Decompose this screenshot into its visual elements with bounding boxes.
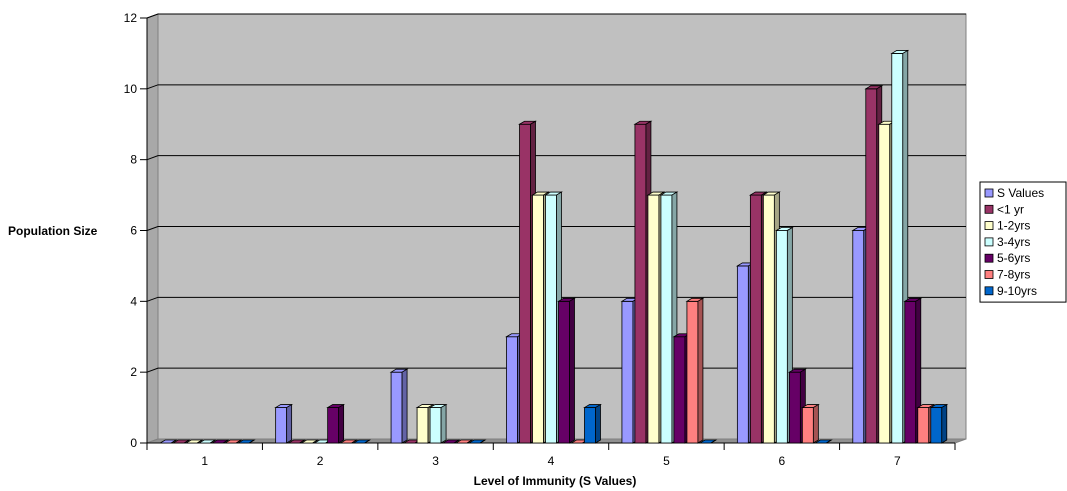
legend-item: 5-6yrs (984, 251, 1030, 265)
bar (800, 403, 820, 444)
legend-item: <1 yr (984, 202, 1024, 216)
legend-swatch (984, 188, 994, 198)
legend-label: 5-6yrs (997, 251, 1030, 265)
bar (300, 439, 320, 444)
gridline (146, 155, 966, 161)
y-tick-label: 6 (130, 224, 137, 238)
gridline (146, 226, 966, 231)
bar (236, 439, 256, 444)
x-tick-label: 4 (548, 454, 555, 468)
gridline (146, 84, 966, 90)
y-tick-label: 12 (124, 11, 138, 25)
legend-label: S Values (997, 186, 1044, 200)
bar (287, 439, 307, 444)
y-tick-label: 2 (130, 365, 137, 379)
x-tick-label: 2 (317, 454, 324, 468)
legend-label: 7-8yrs (997, 268, 1030, 282)
bar (441, 439, 461, 444)
bar (389, 368, 409, 444)
bar (326, 403, 346, 444)
legend-label: 1-2yrs (997, 219, 1030, 233)
gridline (146, 13, 966, 19)
x-tick-label: 7 (894, 454, 901, 468)
bar (929, 403, 949, 444)
bar (274, 403, 294, 444)
legend-item: 1-2yrs (984, 219, 1030, 233)
x-tick-label: 1 (201, 454, 208, 468)
bar (197, 439, 217, 444)
x-axis-title: Level of Immunity (S Values) (474, 474, 637, 488)
bar (813, 439, 833, 444)
bar (428, 403, 448, 444)
legend-item: 9-10yrs (984, 284, 1037, 298)
gridlines (146, 13, 966, 373)
bar (339, 439, 359, 444)
y-tick-label: 8 (130, 153, 137, 167)
x-axis: 1 2 3 4 5 6 7 (146, 442, 956, 468)
legend-swatch (984, 286, 994, 296)
legend-box (979, 181, 1067, 303)
legend-swatch (984, 253, 994, 263)
legend-label: 3-4yrs (997, 235, 1030, 249)
bar (467, 439, 487, 444)
legend-swatch (984, 204, 994, 214)
bar (158, 439, 178, 444)
x-tick-label: 5 (663, 454, 670, 468)
bar (454, 439, 474, 444)
legend: S Values <1 yr 1-2yrs 3-4yrs 5-6yrs 7-8yrs 9-1… (979, 181, 1067, 303)
bar (698, 439, 718, 444)
x-tick-label: 3 (432, 454, 439, 468)
y-tick-label: 10 (124, 82, 138, 96)
y-axis: 0 2 4 6 8 10 12 (124, 11, 148, 450)
bars (158, 49, 949, 444)
bar (171, 439, 191, 444)
bar (210, 439, 230, 444)
y-axis-title: Population Size (8, 224, 98, 238)
bar (352, 439, 372, 444)
legend-swatch (984, 221, 994, 231)
bar (685, 297, 705, 444)
legend-swatch (984, 270, 994, 279)
bar (557, 297, 576, 444)
legend-label: <1 yr (997, 202, 1024, 216)
bar (583, 403, 602, 444)
legend-item: S Values (984, 186, 1044, 200)
legend-label: 9-10yrs (997, 284, 1037, 298)
gridline (146, 296, 966, 302)
legend-item: 3-4yrs (984, 235, 1030, 249)
bar (184, 439, 204, 444)
y-tick-label: 4 (130, 294, 137, 308)
legend-swatch (984, 237, 994, 247)
bar (223, 439, 243, 444)
y-tick-label: 0 (130, 436, 137, 450)
x-tick-label: 6 (779, 454, 786, 468)
legend-item: 7-8yrs (984, 268, 1030, 282)
